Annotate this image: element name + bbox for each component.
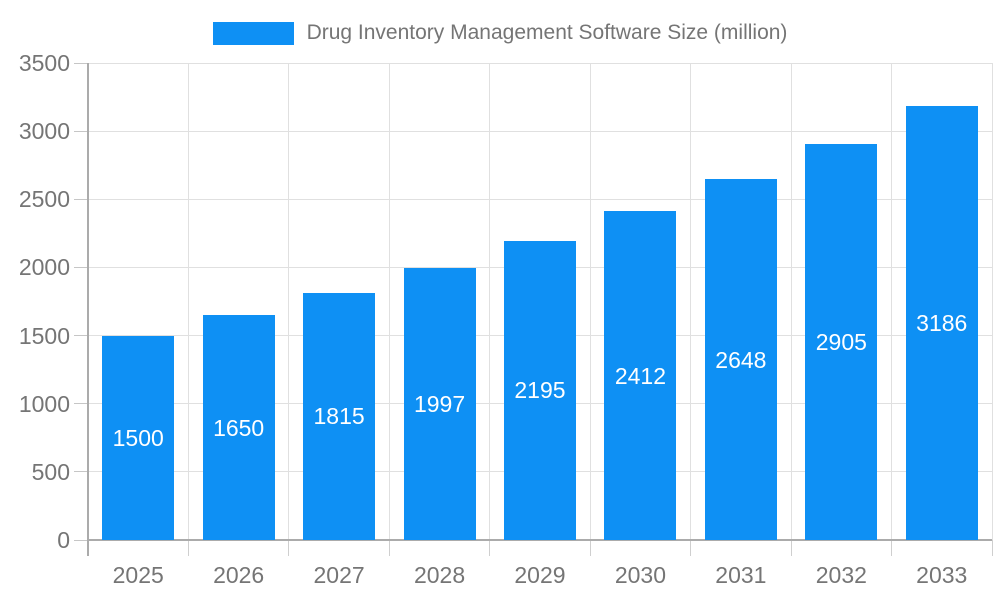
- x-axis-label-2028: 2028: [413, 562, 466, 588]
- x-axis-tick: [288, 540, 290, 556]
- x-axis-tick: [891, 540, 893, 556]
- y-axis-label: 1000: [18, 390, 70, 417]
- bar-value-label: 3186: [916, 309, 968, 336]
- y-gridline: [88, 198, 992, 200]
- x-axis-label-2033: 2033: [916, 562, 968, 588]
- bar-2031[interactable]: [704, 179, 777, 540]
- x-axis-label-2025: 2025: [112, 562, 164, 588]
- bar-value-label: 2412: [614, 362, 667, 389]
- bar-value-label: 1997: [413, 390, 466, 417]
- bar-value-label: 1650: [213, 414, 265, 441]
- x-axis-label-2027: 2027: [313, 562, 365, 588]
- y-axis-label: 500: [31, 458, 70, 485]
- bar-value-label: 2648: [715, 346, 767, 373]
- x-gridline: [991, 63, 993, 540]
- legend-series-label: Drug Inventory Management Software Size …: [306, 21, 788, 44]
- x-axis-label-2026: 2026: [213, 562, 265, 588]
- y-axis-tick: [74, 266, 88, 268]
- y-axis-tick: [74, 403, 88, 405]
- y-axis-tick: [74, 62, 88, 64]
- bar-value-label: 1815: [313, 403, 365, 430]
- y-axis-label: 2000: [18, 254, 70, 281]
- y-axis-label: 1500: [18, 322, 70, 349]
- bar-value-label: 1500: [112, 424, 164, 451]
- x-gridline: [891, 63, 893, 540]
- x-gridline: [288, 63, 290, 540]
- y-axis-tick: [74, 335, 88, 337]
- x-axis-label-2030: 2030: [614, 562, 667, 588]
- x-gridline: [489, 63, 491, 540]
- x-axis-label-2032: 2032: [815, 562, 867, 588]
- y-axis-tick: [74, 539, 88, 541]
- x-gridline: [690, 63, 692, 540]
- y-gridline: [88, 62, 992, 64]
- y-gridline: [88, 130, 992, 132]
- x-gridline: [388, 63, 390, 540]
- y-axis-line: [87, 63, 89, 556]
- x-gridline: [790, 63, 792, 540]
- bar-2027[interactable]: [303, 292, 376, 540]
- x-axis-line: [87, 539, 992, 541]
- y-axis-label: 3000: [18, 118, 70, 145]
- x-axis-tick: [388, 540, 390, 556]
- y-axis-label: 0: [57, 527, 70, 553]
- y-axis-label: 3500: [18, 50, 70, 76]
- bar-2033[interactable]: [905, 105, 978, 540]
- bar-2028[interactable]: [403, 267, 476, 540]
- bar-2030[interactable]: [604, 211, 677, 540]
- bar-2026[interactable]: [202, 315, 275, 540]
- y-axis-tick: [74, 130, 88, 132]
- bar-2029[interactable]: [504, 240, 576, 540]
- x-axis-tick: [589, 540, 591, 556]
- y-axis-label: 2500: [18, 186, 70, 213]
- x-axis-tick: [790, 540, 792, 556]
- legend-swatch-icon: [212, 21, 294, 45]
- bar-value-label: 2195: [514, 377, 566, 404]
- chart-legend[interactable]: Drug Inventory Management Software Size …: [0, 21, 1000, 45]
- x-gridline: [589, 63, 591, 540]
- x-axis-label-2029: 2029: [514, 562, 566, 588]
- x-gridline: [187, 63, 189, 540]
- x-axis-tick: [489, 540, 491, 556]
- x-axis-tick: [690, 540, 692, 556]
- y-axis-tick: [74, 471, 88, 473]
- bar-value-label: 2905: [815, 329, 867, 356]
- x-axis-label-2031: 2031: [715, 562, 767, 588]
- bar-2032[interactable]: [805, 144, 878, 540]
- x-axis-tick: [187, 540, 189, 556]
- bar-2025[interactable]: [102, 335, 175, 540]
- y-axis-tick: [74, 198, 88, 200]
- x-axis-tick: [991, 540, 993, 556]
